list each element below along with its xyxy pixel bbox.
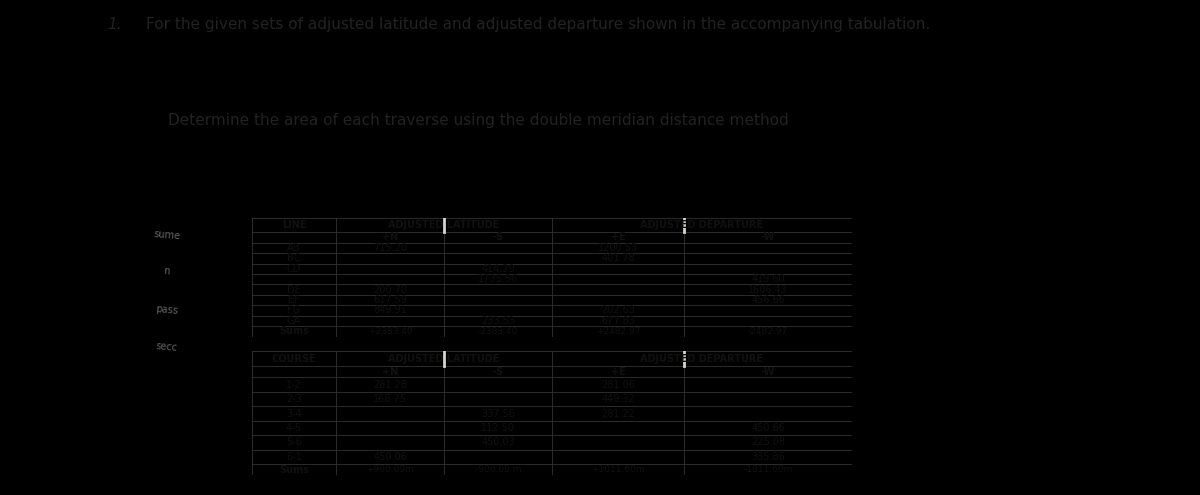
Text: 225.08: 225.08 [751,438,785,447]
Text: 1735.56: 1735.56 [478,274,518,284]
Text: 1.: 1. [108,17,122,33]
Text: -W: -W [761,367,775,377]
Text: Sums: Sums [280,465,308,475]
Text: 849.91: 849.91 [373,305,407,315]
Text: 450.66: 450.66 [751,423,785,433]
Text: Determine the area of each traverse using the double meridian distance method: Determine the area of each traverse usin… [168,113,788,128]
Text: +N: +N [382,232,398,243]
Text: 3-4: 3-4 [286,408,302,419]
Text: ADJUSTED LATITUDE: ADJUSTED LATITUDE [389,220,499,230]
Text: 112.50: 112.50 [481,423,515,433]
Text: +E: +E [611,232,625,243]
Text: Sums: Sums [280,326,308,336]
Text: 449.32: 449.32 [601,394,635,404]
Text: +2482.97: +2482.97 [595,327,641,336]
Text: 677.83: 677.83 [601,316,635,326]
Text: +900.09m: +900.09m [366,465,414,474]
Text: 6-1: 6-1 [286,452,302,462]
Text: CD: CD [287,264,301,274]
Text: n: n [163,266,170,277]
Text: 200.70: 200.70 [373,285,407,295]
Text: -900.09 m: -900.09 m [475,465,521,474]
Text: -S: -S [492,367,504,377]
Text: 168.75: 168.75 [373,394,407,404]
Text: 450.06: 450.06 [373,452,407,462]
Text: +2383.40: +2383.40 [367,327,413,336]
Text: 401.78: 401.78 [601,253,635,263]
Text: pass: pass [155,304,179,316]
Text: AB: AB [287,243,301,253]
Text: secc: secc [156,341,178,353]
Text: 202.63: 202.63 [601,305,635,315]
Text: 233.53: 233.53 [481,316,515,326]
Text: ADJUSTED DEPARTURE: ADJUSTED DEPARTURE [641,354,763,364]
Text: +1011.60m: +1011.60m [592,465,644,474]
Text: ADJUSTED LATITUDE: ADJUSTED LATITUDE [389,354,499,364]
Text: 414.29: 414.29 [481,264,515,274]
Text: 450.03: 450.03 [481,438,515,447]
Text: 1606.43: 1606.43 [748,285,788,295]
Text: 617.59: 617.59 [373,295,407,305]
Text: sume: sume [152,229,181,241]
Text: GA: GA [287,316,301,326]
Text: COURSE: COURSE [271,354,317,364]
Text: 419.60: 419.60 [751,274,785,284]
Text: +N: +N [382,367,398,377]
Text: 715.20: 715.20 [373,243,407,253]
Text: -S: -S [492,232,504,243]
Text: -1011.60m: -1011.60m [743,465,793,474]
Text: 5-6: 5-6 [286,438,302,447]
Text: 335.86: 335.86 [751,452,785,462]
Text: 4-5: 4-5 [286,423,302,433]
Text: -2482.97: -2482.97 [748,327,788,336]
Text: DE: DE [287,285,301,295]
Text: +E: +E [611,367,625,377]
Text: 2-3: 2-3 [286,394,302,404]
Text: FG: FG [288,305,300,315]
Text: 1-2: 1-2 [286,380,302,390]
Text: 281.06: 281.06 [601,380,635,390]
Text: -W: -W [761,232,775,243]
Text: -2383.40: -2383.40 [478,327,518,336]
Text: 281.28: 281.28 [373,380,407,390]
Text: 456.66: 456.66 [751,295,785,305]
Text: LINE: LINE [282,220,306,230]
Text: 281.22: 281.22 [601,408,635,419]
Text: BC: BC [287,253,301,263]
Text: For the given sets of adjusted latitude and adjusted departure shown in the acco: For the given sets of adjusted latitude … [146,17,930,33]
Text: 1200.53: 1200.53 [598,243,638,253]
Text: ADJUSTED DEPARTURE: ADJUSTED DEPARTURE [641,220,763,230]
Text: 337.56: 337.56 [481,408,515,419]
Text: EF: EF [288,295,300,305]
